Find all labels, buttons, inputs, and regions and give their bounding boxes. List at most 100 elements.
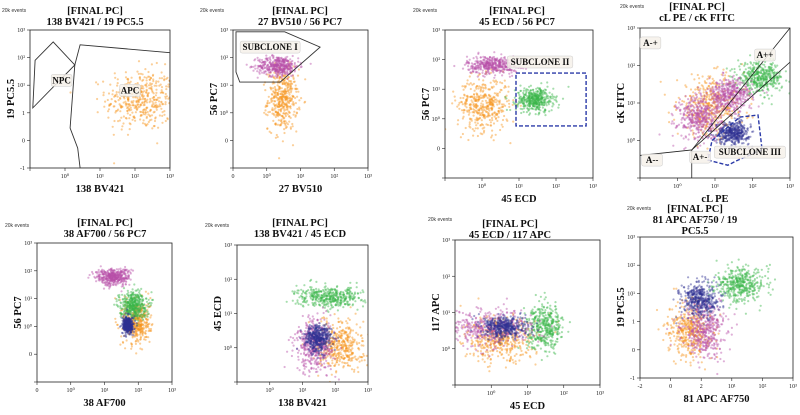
- event-point: [762, 67, 765, 70]
- gate-subclone-ii[interactable]: [515, 72, 587, 127]
- event-point: [693, 106, 696, 109]
- event-point: [733, 129, 736, 132]
- event-point: [723, 112, 727, 115]
- event-point: [496, 60, 499, 63]
- event-point: [276, 84, 279, 87]
- event-point: [499, 58, 502, 61]
- event-point: [288, 62, 291, 65]
- event-point: [540, 96, 544, 99]
- event-point: [273, 63, 276, 66]
- event-point: [277, 64, 280, 67]
- event-point: [286, 69, 289, 72]
- event-point: [477, 61, 480, 64]
- event-point: [476, 60, 479, 63]
- event-point: [477, 68, 480, 71]
- event-point: [494, 74, 497, 77]
- event-point: [732, 79, 735, 83]
- event-point: [693, 120, 696, 123]
- event-point: [279, 108, 282, 111]
- event-point: [127, 312, 130, 315]
- event-point: [133, 116, 136, 119]
- event-point: [692, 132, 696, 135]
- event-point: [150, 85, 153, 88]
- event-point: [490, 116, 494, 120]
- event-point: [141, 330, 145, 333]
- event-point: [728, 126, 731, 129]
- event-point: [147, 120, 150, 124]
- events-layer: [87, 265, 155, 355]
- event-point: [768, 71, 771, 74]
- event-point: [529, 102, 532, 105]
- event-point: [675, 124, 678, 128]
- event-point: [496, 65, 499, 68]
- event-point: [474, 106, 477, 109]
- event-point: [475, 124, 478, 127]
- event-point: [704, 108, 707, 111]
- event-point: [705, 116, 709, 119]
- event-point: [722, 82, 725, 86]
- event-point: [751, 68, 754, 71]
- event-point: [520, 100, 524, 103]
- event-point: [272, 56, 275, 59]
- event-point: [731, 90, 734, 93]
- event-point: [746, 117, 749, 120]
- event-point: [766, 82, 769, 86]
- event-point: [761, 75, 764, 78]
- event-point: [715, 114, 718, 117]
- event-point: [532, 102, 535, 105]
- event-point: [483, 64, 486, 67]
- event-point: [270, 75, 273, 78]
- event-point: [683, 113, 686, 116]
- gate-subclone-i[interactable]: [235, 31, 321, 83]
- event-point: [710, 111, 713, 115]
- event-point: [274, 70, 277, 73]
- event-point: [769, 74, 772, 77]
- event-point: [126, 320, 129, 323]
- event-point: [677, 123, 681, 126]
- event-point: [723, 99, 726, 102]
- event-point: [766, 85, 769, 88]
- event-point: [490, 98, 493, 101]
- event-point: [740, 137, 744, 140]
- event-point: [743, 128, 746, 131]
- event-point: [501, 74, 504, 77]
- event-point: [487, 94, 490, 97]
- event-point: [491, 56, 494, 59]
- quadrant-line[interactable]: [691, 28, 790, 151]
- event-point: [765, 71, 768, 74]
- event-point: [294, 102, 297, 105]
- event-point: [467, 65, 470, 68]
- event-point: [139, 110, 142, 113]
- event-point: [482, 55, 485, 59]
- gate-apc[interactable]: [69, 44, 170, 168]
- event-point: [683, 107, 686, 110]
- event-point: [717, 96, 720, 99]
- event-point: [108, 103, 111, 106]
- event-point: [689, 105, 692, 108]
- quadrant-line[interactable]: [691, 61, 790, 151]
- event-point: [717, 97, 721, 100]
- event-point: [735, 106, 738, 109]
- event-point: [525, 111, 529, 114]
- event-point: [278, 67, 281, 70]
- event-point: [723, 143, 726, 146]
- event-point: [720, 128, 724, 131]
- event-point: [131, 118, 134, 121]
- event-point: [290, 98, 293, 101]
- event-point: [285, 67, 288, 70]
- event-point: [532, 99, 535, 102]
- event-point: [711, 113, 714, 116]
- event-point: [482, 59, 485, 62]
- event-point: [696, 112, 700, 115]
- event-point: [740, 94, 743, 97]
- event-point: [282, 105, 285, 109]
- event-point: [129, 318, 132, 321]
- event-point: [284, 98, 287, 101]
- event-point: [276, 60, 279, 63]
- event-point: [750, 92, 753, 96]
- event-point: [140, 87, 143, 90]
- event-point: [712, 92, 716, 95]
- event-point: [289, 99, 292, 102]
- event-point: [537, 96, 540, 100]
- event-point: [534, 99, 537, 102]
